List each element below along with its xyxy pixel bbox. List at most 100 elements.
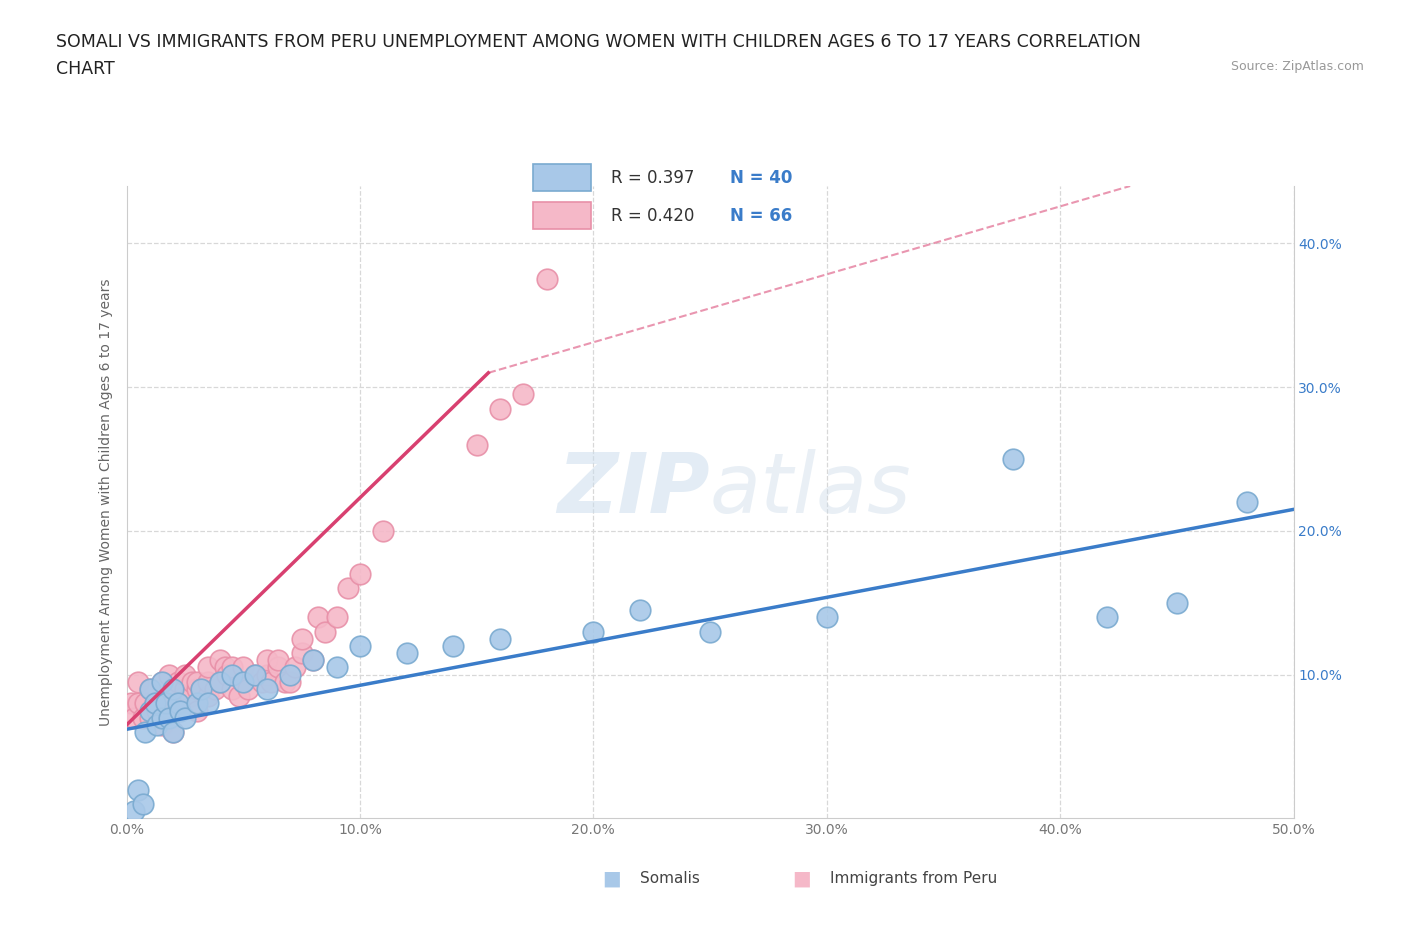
Point: [489, 402, 512, 417]
Point: [349, 639, 371, 654]
Point: [204, 682, 226, 697]
Point: [134, 696, 156, 711]
Point: [208, 674, 231, 689]
Text: ZIP: ZIP: [557, 449, 710, 530]
Point: [250, 674, 273, 689]
Point: [155, 696, 177, 711]
Point: [236, 682, 259, 697]
Point: [441, 639, 464, 654]
Point: [302, 653, 325, 668]
Point: [349, 566, 371, 581]
Point: [465, 437, 488, 452]
Point: [221, 682, 243, 697]
Point: [143, 696, 166, 711]
Point: [150, 674, 173, 689]
Point: [256, 667, 278, 682]
Point: [122, 711, 145, 725]
Point: [284, 660, 307, 675]
Point: [221, 667, 243, 682]
Point: [180, 674, 202, 689]
Point: [169, 696, 191, 711]
Point: [190, 682, 212, 697]
Text: Somalis: Somalis: [640, 871, 700, 886]
Point: [1166, 595, 1188, 610]
Text: N = 66: N = 66: [731, 206, 793, 225]
Point: [127, 674, 149, 689]
Point: [232, 674, 254, 689]
Point: [267, 660, 290, 675]
Point: [536, 272, 558, 286]
Point: [157, 711, 180, 725]
Point: [162, 682, 184, 697]
Point: [232, 674, 254, 689]
Point: [150, 718, 173, 733]
Point: [167, 674, 190, 689]
Point: [1002, 452, 1025, 467]
Point: [314, 624, 336, 639]
Point: [167, 696, 190, 711]
Point: [243, 667, 266, 682]
Point: [208, 674, 231, 689]
Text: ▪: ▪: [602, 864, 621, 894]
Point: [190, 682, 212, 697]
Point: [143, 696, 166, 711]
Point: [208, 653, 231, 668]
FancyBboxPatch shape: [533, 203, 592, 230]
Point: [146, 718, 169, 733]
Point: [232, 660, 254, 675]
Point: [278, 667, 301, 682]
Point: [174, 682, 197, 697]
Point: [179, 689, 201, 704]
Point: [290, 645, 312, 660]
Point: [169, 703, 191, 718]
Point: [186, 696, 208, 711]
Point: [512, 387, 534, 402]
Point: [157, 667, 180, 682]
Point: [162, 682, 184, 697]
Text: atlas: atlas: [710, 449, 911, 530]
Point: [215, 667, 238, 682]
Point: [489, 631, 512, 646]
Text: CHART: CHART: [56, 60, 115, 78]
Point: [150, 711, 173, 725]
Point: [174, 689, 197, 704]
Point: [122, 804, 145, 818]
Point: [337, 581, 360, 596]
Point: [256, 653, 278, 668]
Point: [1236, 495, 1258, 510]
Point: [162, 696, 184, 711]
Point: [139, 711, 162, 725]
Point: [260, 674, 283, 689]
Point: [395, 645, 418, 660]
Point: [127, 782, 149, 797]
Text: Source: ZipAtlas.com: Source: ZipAtlas.com: [1230, 60, 1364, 73]
Point: [302, 653, 325, 668]
Point: [221, 660, 243, 675]
Point: [162, 724, 184, 739]
Point: [157, 696, 180, 711]
Point: [307, 610, 329, 625]
Text: Immigrants from Peru: Immigrants from Peru: [830, 871, 997, 886]
Point: [132, 711, 155, 725]
Point: [139, 703, 162, 718]
Point: [256, 682, 278, 697]
Point: [134, 724, 156, 739]
Text: R = 0.397: R = 0.397: [610, 169, 695, 187]
Point: [290, 631, 312, 646]
Point: [132, 797, 155, 812]
FancyBboxPatch shape: [533, 165, 592, 192]
Point: [197, 696, 219, 711]
Point: [582, 624, 605, 639]
Text: ▪: ▪: [792, 864, 811, 894]
Text: N = 40: N = 40: [731, 169, 793, 187]
Point: [146, 703, 169, 718]
Point: [197, 689, 219, 704]
Point: [325, 660, 347, 675]
Point: [699, 624, 721, 639]
Point: [815, 610, 838, 625]
Point: [373, 524, 395, 538]
Point: [243, 667, 266, 682]
Point: [186, 703, 208, 718]
Point: [174, 667, 197, 682]
Point: [150, 674, 173, 689]
